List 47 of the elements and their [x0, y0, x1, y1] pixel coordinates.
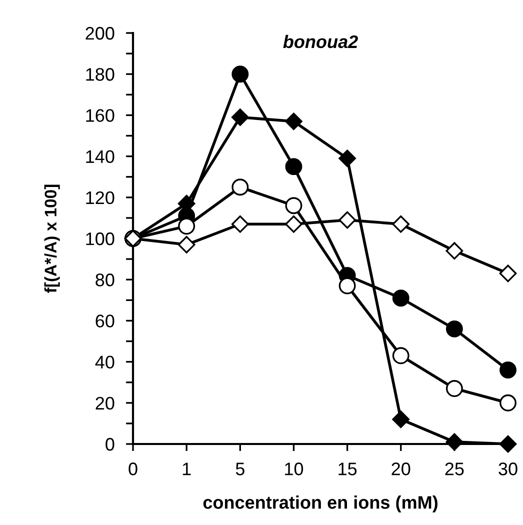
chart-title: bonoua2	[283, 34, 358, 48]
x-tick-label: 15	[338, 462, 357, 476]
point	[338, 150, 356, 168]
point	[446, 242, 464, 260]
x-tick-label: 10	[285, 462, 304, 476]
point	[392, 215, 410, 233]
point	[392, 347, 410, 364]
x-axis-title: concentration en ions (mM)	[203, 496, 438, 512]
y-tick-label: 60	[96, 314, 114, 328]
point	[285, 197, 302, 214]
point	[499, 264, 517, 282]
point	[446, 433, 464, 451]
y-tick-label: 180	[86, 68, 114, 81]
y-tick-label: 40	[95, 356, 114, 369]
point	[285, 112, 302, 130]
point	[285, 158, 302, 176]
point	[446, 320, 463, 338]
y-tick-label: 160	[86, 109, 114, 122]
x-tick-label: 20	[392, 462, 410, 476]
point	[231, 108, 249, 126]
point	[231, 215, 249, 233]
y-tick-label: 80	[96, 274, 114, 286]
point	[232, 178, 249, 196]
point	[178, 218, 196, 235]
point	[285, 215, 302, 233]
point	[392, 290, 410, 307]
y-tick-label: 200	[86, 26, 114, 40]
y-axis-title: f[(A*/A) x 100]	[44, 184, 60, 293]
point	[446, 380, 463, 397]
x-tick-label: 30	[498, 462, 518, 476]
y-tick-label: 0	[106, 438, 114, 451]
y-tick-label: 100	[86, 232, 114, 246]
point	[499, 435, 517, 453]
point	[338, 211, 356, 229]
x-tick-label: 1	[182, 462, 191, 476]
y-tick-label: 20	[96, 396, 114, 410]
point	[392, 410, 410, 428]
y-tick-label: 140	[86, 150, 114, 164]
point	[338, 277, 356, 294]
point	[500, 362, 516, 378]
y-tick-label: 120	[86, 191, 114, 204]
x-tick-label: 0	[128, 462, 138, 476]
point	[500, 394, 516, 412]
x-tick-label: 25	[445, 462, 464, 476]
point	[178, 236, 196, 254]
point	[232, 66, 249, 83]
x-tick-label: 5	[236, 462, 244, 476]
